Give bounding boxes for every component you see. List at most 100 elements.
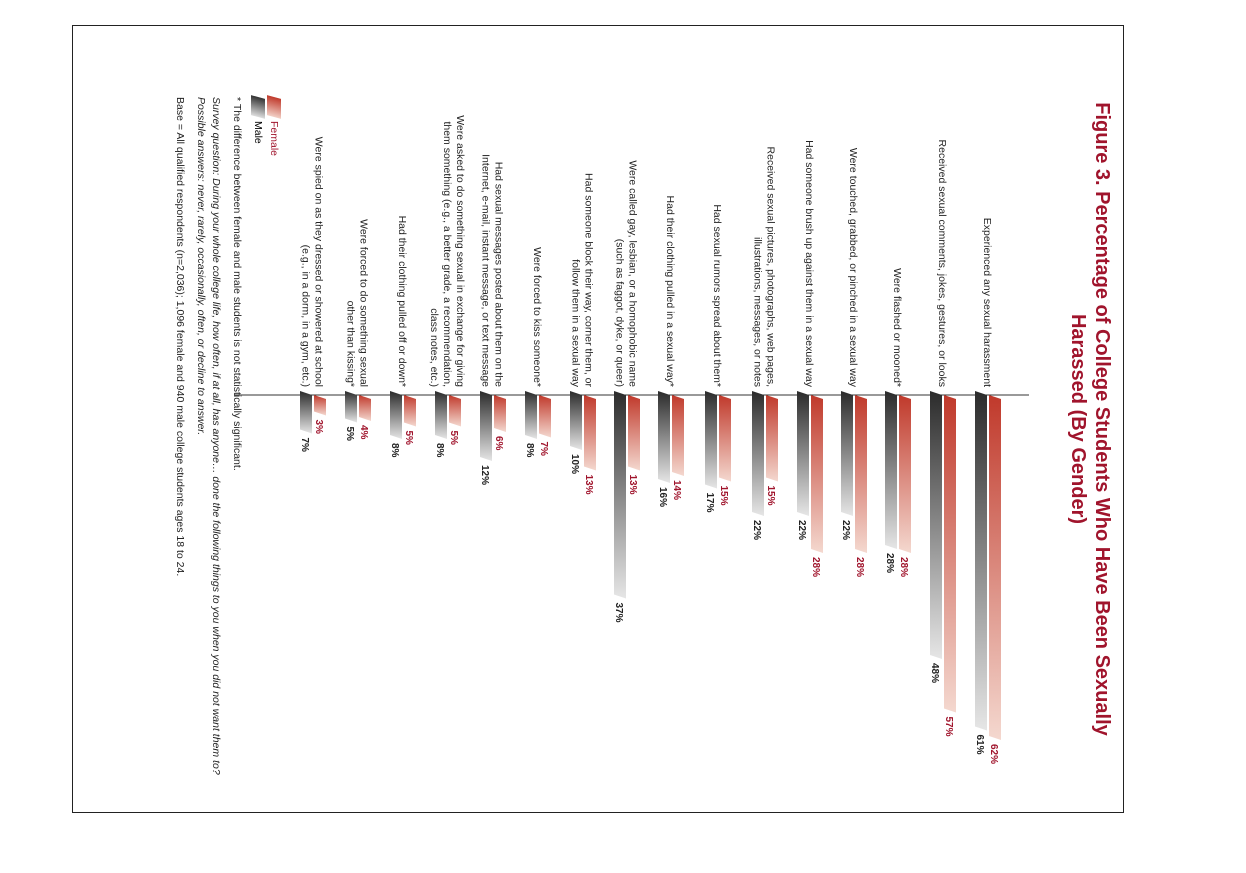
bar-female	[766, 395, 778, 482]
value-label-male: 28%	[884, 553, 895, 573]
bar-female	[989, 395, 1001, 740]
value-label-male: 8%	[434, 443, 445, 458]
survey-question: Survey question: During your whole colle…	[195, 97, 222, 775]
bar-female	[899, 395, 911, 553]
value-label-female: 13%	[627, 475, 638, 495]
legend: Female Male	[250, 95, 282, 157]
rotated-figure: Figure 3. Percentage of College Students…	[72, 25, 1124, 813]
legend-male-swatch	[251, 95, 265, 119]
category-label: Were asked to do something sexual in exc…	[454, 115, 466, 387]
category-label: follow them in a sexual way	[570, 259, 582, 388]
bar-female	[855, 395, 867, 553]
value-label-male: 22%	[796, 520, 807, 540]
value-label-female: 4%	[358, 425, 369, 440]
bar-male	[435, 391, 447, 439]
category-label: Experienced any sexual harassment	[981, 218, 993, 387]
legend-female: Female	[266, 95, 282, 157]
value-label-male: 16%	[657, 487, 668, 507]
bar-male	[930, 391, 942, 659]
bar-male	[841, 391, 853, 516]
value-label-female: 62%	[988, 744, 999, 764]
bar-female	[584, 395, 596, 471]
bar-male	[570, 391, 582, 450]
bar-female	[719, 395, 731, 482]
category-label: (e.g., in a dorm, in a gym, etc.)	[300, 245, 312, 387]
bar-female	[404, 395, 416, 427]
category-label: Were spied on as they dressed or showere…	[313, 137, 325, 387]
legend-male: Male	[250, 95, 266, 156]
value-label-male: 10%	[569, 454, 580, 474]
bar-female	[314, 395, 326, 416]
category-label: Had sexual rumors spread about them*	[711, 204, 723, 387]
bar-female	[539, 395, 551, 438]
bar-male	[345, 391, 357, 423]
bar-male	[614, 391, 626, 599]
bar-male	[525, 391, 537, 439]
value-label-female: 15%	[718, 486, 729, 506]
footnote: * The difference between female and male…	[231, 97, 243, 471]
value-label-female: 28%	[854, 557, 865, 577]
value-label-male: 12%	[479, 465, 490, 485]
category-label: illustrations, messages, or notes	[752, 237, 764, 387]
value-label-female: 57%	[943, 717, 954, 737]
value-label-male: 61%	[974, 735, 985, 755]
category-label: Were forced to do something sexual	[358, 219, 370, 387]
legend-female-label: Female	[268, 121, 280, 157]
bar-male	[658, 391, 670, 483]
legend-male-label: Male	[252, 121, 264, 144]
value-label-male: 37%	[613, 603, 624, 623]
value-label-male: 8%	[389, 443, 400, 458]
bar-male	[752, 391, 764, 516]
value-label-female: 3%	[313, 420, 324, 435]
category-label: Received sexual pictures, photographs, w…	[765, 147, 777, 387]
category-label: Received sexual comments, jokes, gesture…	[936, 140, 948, 387]
bar-female	[359, 395, 371, 421]
bar-female	[494, 395, 506, 432]
category-label: Were touched, grabbed, or pinched in a s…	[847, 148, 859, 388]
bar-female	[672, 395, 684, 476]
notes: * The difference between female and male…	[166, 97, 244, 797]
value-label-male: 8%	[524, 443, 535, 458]
bar-female	[811, 395, 823, 553]
bar-male	[975, 391, 987, 731]
base-note: Base = All qualified respondents (n=2,03…	[174, 97, 186, 577]
value-label-female: 15%	[765, 486, 776, 506]
category-label: Had their clothing pulled off or down*	[396, 216, 408, 387]
value-label-male: 48%	[929, 663, 940, 683]
bar-male	[885, 391, 897, 549]
legend-female-swatch	[267, 95, 281, 119]
value-label-male: 7%	[299, 438, 310, 453]
category-label: them something (e.g., a better grade, a …	[441, 121, 453, 387]
category-label: Were called gay, lesbian, or a homophobi…	[627, 160, 639, 387]
value-label-male: 5%	[344, 427, 355, 442]
bar-male	[480, 391, 492, 461]
category-label: Were forced to kiss someone*	[531, 247, 543, 387]
figure-frame	[72, 25, 1124, 813]
category-label: Had sexual messages posted about them on…	[493, 162, 505, 387]
category-label: class notes, etc.)	[428, 308, 440, 387]
value-label-female: 5%	[403, 431, 414, 446]
bar-male	[705, 391, 717, 489]
bar-male	[797, 391, 809, 516]
bar-female	[449, 395, 461, 427]
value-label-female: 7%	[538, 442, 549, 457]
bar-chart: Experienced any sexual harassment 62%61% R…	[234, 115, 1029, 764]
category-label: (such as faggot, dyke, or queer)	[614, 239, 626, 387]
bar-male	[390, 391, 402, 439]
value-label-female: 6%	[493, 436, 504, 451]
category-label: Had someone brush up against them in a s…	[803, 140, 815, 388]
value-label-male: 22%	[840, 520, 851, 540]
category-label: Were flashed or mooned*	[891, 268, 903, 387]
value-label-female: 28%	[898, 557, 909, 577]
bar-male	[300, 391, 312, 434]
bar-female	[944, 395, 956, 713]
category-label: Had someone block their way, corner them…	[583, 173, 595, 387]
category-label: other than kissing*	[345, 301, 357, 387]
value-label-female: 14%	[671, 480, 682, 500]
bar-female	[628, 395, 640, 471]
category-label: Had their clothing pulled in a sexual wa…	[664, 196, 676, 387]
value-label-female: 13%	[583, 475, 594, 495]
value-label-female: 28%	[810, 557, 821, 577]
value-label-male: 22%	[751, 520, 762, 540]
category-label: Internet, e-mail, instant message, or te…	[480, 154, 492, 387]
